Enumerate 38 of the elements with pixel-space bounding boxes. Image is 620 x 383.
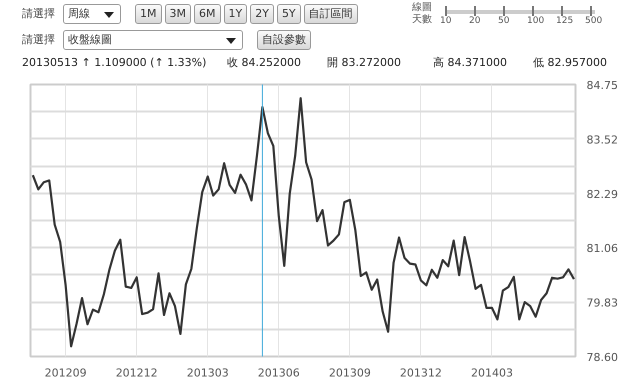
x-tick-label: 201209	[44, 366, 87, 380]
text: 請選擇	[22, 32, 55, 48]
text: 10	[440, 15, 452, 28]
x-tick-label: 201212	[116, 366, 158, 380]
x-tick-label: 201312	[400, 366, 442, 380]
text: 線圖天數	[412, 2, 434, 26]
text: 1Y	[224, 4, 248, 24]
y-tick-label: 79.83	[586, 296, 618, 310]
text: 3M	[164, 4, 191, 24]
text: 6M	[194, 4, 220, 24]
y-tick-label: 81.06	[586, 242, 618, 256]
text: 500	[585, 15, 602, 28]
line-series	[32, 97, 576, 348]
text: 自訂區間	[304, 4, 358, 24]
y-tick-label: 83.52	[586, 133, 618, 146]
text: 請選擇	[22, 6, 55, 22]
text: 收盤線圖	[63, 30, 243, 50]
text: 50	[498, 15, 510, 28]
text: 自設參數	[257, 30, 311, 50]
text: 100	[527, 15, 544, 28]
text: 1M	[135, 4, 162, 24]
text: 125	[556, 15, 574, 28]
text: 20	[469, 15, 480, 28]
text: 收 84.252000	[227, 55, 302, 71]
x-tick-label: 201309	[328, 366, 371, 380]
x-tick-label: 201403	[470, 366, 513, 380]
text: 高 84.371000	[433, 55, 508, 71]
y-tick-label: 82.29	[586, 188, 618, 201]
text: 周線	[63, 4, 121, 24]
text: 2Y	[250, 4, 274, 24]
x-tick-label: 201306	[258, 366, 300, 380]
text: 5Y	[276, 4, 301, 24]
y-tick-label: 84.75	[586, 79, 618, 92]
x-tick-label: 201303	[186, 366, 229, 380]
text: 低 82.957000	[533, 56, 607, 69]
y-tick-label: 78.60	[586, 351, 618, 364]
text: 開 83.272000	[327, 55, 402, 71]
text: 20130513 ↑ 1.109000 (↑ 1.33%)	[22, 55, 208, 71]
